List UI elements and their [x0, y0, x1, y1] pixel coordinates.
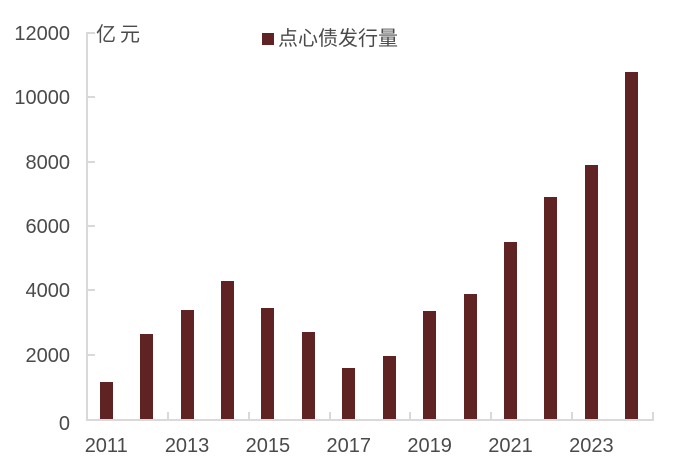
x-axis-tick [490, 412, 493, 419]
x-axis-line [86, 419, 654, 421]
y-axis-tick [86, 289, 95, 292]
y-axis-tick [86, 419, 95, 421]
y-axis-tick-label: 6000 [25, 216, 71, 238]
y-axis-tick-label: 4000 [25, 280, 71, 303]
bar-2011 [99, 382, 113, 419]
bar-2017 [342, 367, 356, 419]
x-axis-tick-label: 2015 [245, 435, 291, 457]
x-axis-tick-label: 2011 [84, 435, 128, 457]
y-axis-tick-label: 8000 [25, 151, 71, 174]
y-axis-tick-label: 10000 [14, 87, 70, 110]
x-axis-tick [409, 412, 412, 419]
x-axis-tick [652, 412, 654, 419]
x-axis-tick [166, 412, 169, 419]
bar-2023 [584, 164, 598, 419]
legend-swatch-icon [262, 33, 274, 45]
y-axis-tick-label: 2000 [25, 344, 71, 367]
x-axis-tick-label: 2021 [488, 435, 533, 457]
bar-2022 [544, 197, 558, 419]
x-axis-tick-label: 2023 [569, 435, 614, 457]
y-axis-tick-label: 0 [58, 413, 70, 435]
x-axis-tick [247, 412, 250, 419]
y-axis-tick [86, 225, 95, 227]
y-axis-tick [86, 353, 95, 356]
y-axis-tick [86, 32, 95, 34]
legend-label: 点心债发行量 [278, 28, 398, 50]
bar-2014 [221, 280, 234, 419]
x-axis-tick-label: 2017 [326, 435, 372, 457]
bar-2021 [504, 242, 517, 419]
y-axis-tick [86, 96, 95, 99]
bar-2024 [625, 71, 639, 419]
y-axis-unit-label: 亿元 [96, 24, 144, 46]
y-axis-tick [86, 160, 95, 163]
bar-2015 [261, 308, 275, 419]
x-axis-tick-label: 2019 [407, 435, 452, 457]
legend: 点心债发行量 [262, 29, 398, 49]
y-axis-tick-label: 12000 [14, 23, 70, 45]
x-axis-tick [86, 412, 88, 419]
bar-2020 [463, 293, 477, 419]
y-axis-line [86, 33, 88, 421]
x-axis-tick-label: 2013 [164, 435, 210, 457]
x-axis-tick [571, 412, 574, 419]
bar-2018 [382, 356, 396, 419]
bar-2016 [301, 332, 315, 419]
bar-2013 [180, 309, 194, 419]
bar-2019 [423, 311, 437, 419]
bar-2012 [140, 333, 154, 419]
x-axis-tick [328, 412, 331, 419]
